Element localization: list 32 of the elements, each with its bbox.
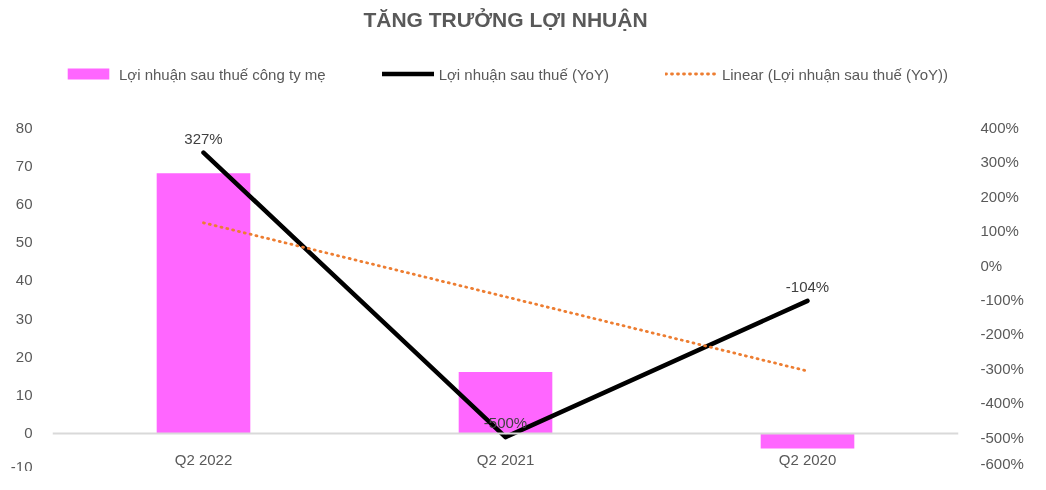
bar xyxy=(156,173,251,434)
x-tick-label: Q2 2020 xyxy=(778,451,837,469)
y-tick-label: 20 xyxy=(15,347,33,365)
y2-tick-label: -200% xyxy=(980,325,1024,343)
y2-tick-label: 0% xyxy=(980,256,1003,274)
data-label: 327% xyxy=(184,129,223,147)
chart-title: TĂNG TRƯỞNG LỢI NHUẬN xyxy=(363,7,648,31)
x-tick-label: Q2 2021 xyxy=(476,451,535,469)
legend-label: Linear (Lợi nhuận sau thuế (YoY)) xyxy=(721,65,948,82)
y2-tick-label: 300% xyxy=(980,153,1019,171)
y2-tick-label: -100% xyxy=(980,291,1024,308)
y-tick-label: 70 xyxy=(15,156,33,174)
y-tick-label: 0 xyxy=(24,424,33,442)
bar xyxy=(760,433,855,449)
y2-tick-label: 200% xyxy=(980,187,1019,205)
y2-tick-label: 400% xyxy=(980,119,1019,136)
y2-tick-label: 100% xyxy=(980,222,1019,240)
y-tick-label: 80 xyxy=(15,118,33,136)
y-tick-label: -10 xyxy=(10,457,33,475)
y2-tick-label: -300% xyxy=(980,359,1024,377)
data-label: -104% xyxy=(785,277,830,295)
y-tick-label: 40 xyxy=(15,271,33,289)
y2-tick-label: -600% xyxy=(980,454,1024,472)
y-tick-label: 10 xyxy=(15,386,33,404)
x-tick-label: Q2 2022 xyxy=(174,451,233,469)
legend-label: Lợi nhuận sau thuế (YoY) xyxy=(438,65,609,82)
y-tick-label: 30 xyxy=(15,309,33,327)
y2-tick-label: -500% xyxy=(980,428,1024,446)
legend-label: Lợi nhuận sau thuế công ty mẹ xyxy=(119,65,326,82)
y-tick-label: 60 xyxy=(15,194,33,212)
y2-tick-label: -400% xyxy=(980,394,1024,412)
y-tick-label: 50 xyxy=(15,233,33,251)
